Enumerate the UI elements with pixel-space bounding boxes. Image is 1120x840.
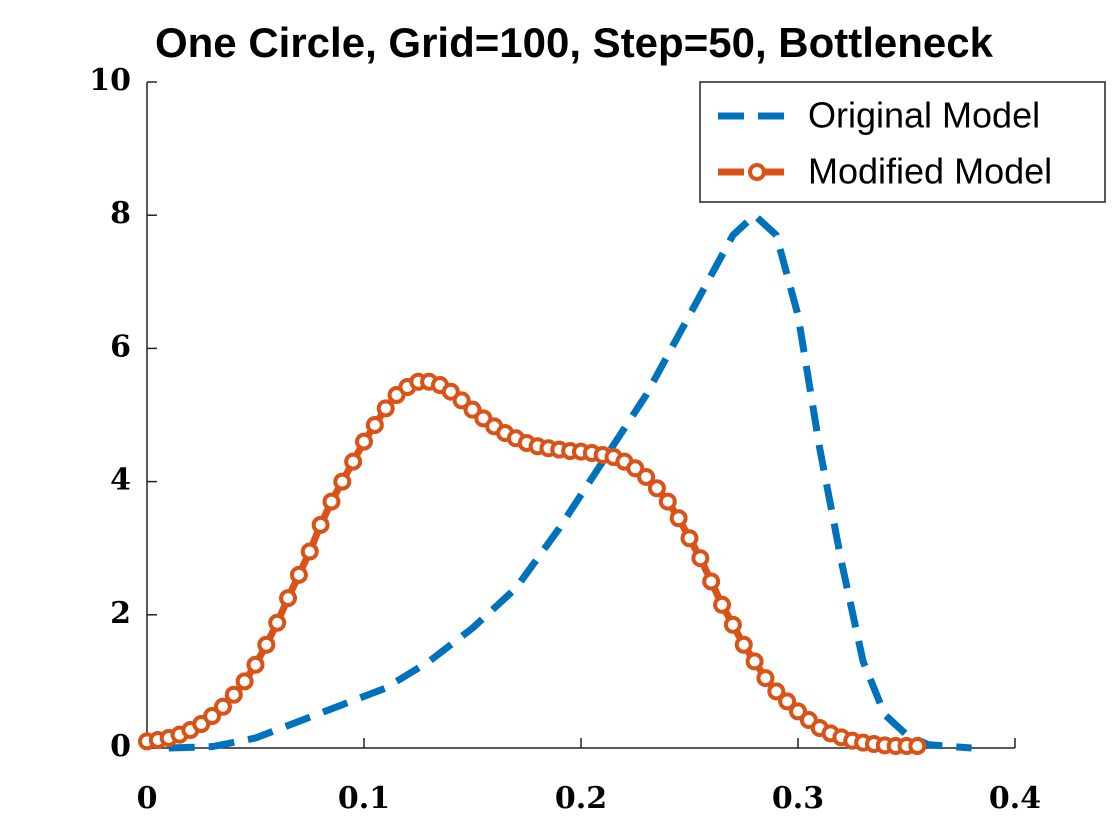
data-point	[680, 529, 699, 548]
y-tick-label: 2	[110, 596, 131, 631]
data-point	[279, 589, 298, 608]
data-point	[745, 652, 764, 671]
data-point	[767, 682, 786, 701]
data-point	[213, 697, 232, 716]
data-point	[235, 672, 254, 691]
legend: Original Model Modified Model	[699, 81, 1106, 203]
x-tick-label: 0.3	[772, 781, 824, 816]
data-point	[355, 432, 373, 451]
data-point	[322, 492, 341, 511]
y-tick-label: 0	[110, 729, 131, 764]
x-tick-label: 0.2	[555, 781, 607, 816]
data-point	[908, 737, 927, 756]
x-tick-label: 0.4	[989, 781, 1041, 816]
data-point	[713, 595, 732, 614]
data-point	[702, 572, 721, 591]
x-tick-label: 0.1	[338, 781, 390, 816]
x-tick-label: 0	[137, 781, 158, 816]
data-point	[452, 391, 471, 410]
data-point	[691, 549, 710, 568]
data-point	[669, 509, 688, 528]
y-tick-label: 6	[110, 329, 131, 364]
data-point	[289, 565, 308, 584]
data-point	[224, 685, 243, 704]
data-point	[268, 613, 287, 632]
data-point	[637, 467, 656, 486]
data-point	[246, 655, 265, 674]
legend-label: Original Model	[808, 95, 1040, 136]
data-point	[376, 399, 395, 418]
legend-label: Modified Model	[808, 151, 1052, 192]
data-point	[257, 635, 276, 654]
data-point	[300, 542, 319, 561]
legend-box	[699, 81, 1106, 203]
data-point	[734, 635, 753, 654]
data-point	[647, 479, 666, 498]
data-point	[658, 492, 677, 511]
y-tick-label: 8	[110, 196, 131, 231]
data-point	[203, 707, 222, 726]
series-line	[168, 210, 972, 752]
legend-marker	[748, 163, 766, 181]
data-point	[723, 615, 742, 634]
data-point	[756, 669, 775, 688]
y-tick-label: 10	[89, 63, 131, 98]
data-point	[333, 472, 352, 491]
chart-title: One Circle, Grid=100, Step=50, Bottlenec…	[155, 19, 994, 66]
y-tick-label: 4	[110, 463, 131, 498]
data-point	[365, 415, 384, 434]
data-point	[311, 515, 330, 534]
data-point	[344, 452, 363, 471]
data-point	[778, 692, 797, 711]
